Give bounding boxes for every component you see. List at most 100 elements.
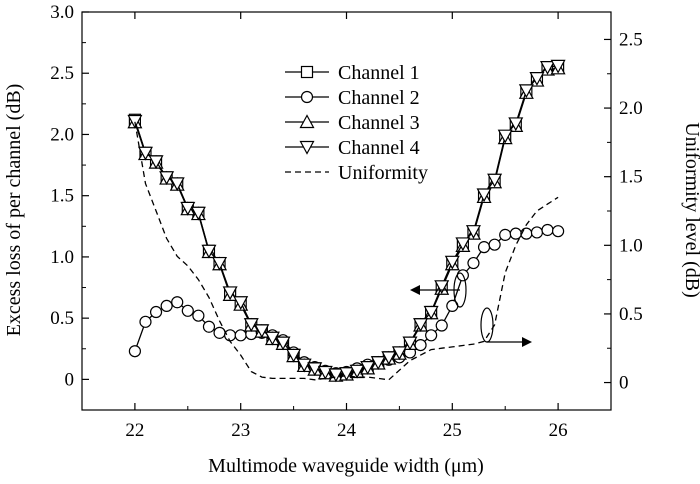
data-point — [499, 228, 512, 241]
data-point — [243, 318, 259, 333]
data-point — [190, 206, 206, 221]
data-point — [169, 177, 185, 192]
left-tick-label: 2.5 — [50, 63, 74, 84]
series-channel-3 — [127, 60, 566, 382]
data-point — [180, 201, 196, 216]
data-point — [128, 345, 141, 358]
series-channel-2 — [128, 223, 565, 380]
legend-item: Channel 2 — [285, 87, 420, 109]
data-point — [497, 129, 513, 144]
right-tick-label: 1.5 — [619, 167, 643, 188]
legend-marker — [299, 140, 315, 155]
data-point — [286, 348, 302, 363]
right-tick-label: 0.5 — [619, 304, 643, 325]
data-point — [488, 238, 501, 251]
x-tick-label: 24 — [337, 420, 357, 441]
data-point — [201, 244, 217, 259]
data-point — [222, 286, 238, 301]
data-point — [296, 358, 312, 373]
legend-label: Channel 4 — [338, 137, 420, 159]
data-point — [148, 155, 164, 170]
data-point — [360, 361, 376, 375]
data-point — [529, 72, 545, 86]
left-tick-label: 0 — [65, 369, 75, 390]
data-point — [476, 188, 492, 203]
legend-marker — [299, 114, 315, 129]
data-point — [508, 117, 524, 132]
data-point — [465, 225, 481, 239]
data-point — [212, 256, 228, 271]
data-point — [509, 227, 522, 240]
right-tick-label: 1.0 — [619, 235, 643, 256]
data-point — [181, 304, 194, 317]
series-uniformity — [134, 121, 559, 381]
data-point — [370, 356, 386, 370]
series-line — [134, 229, 559, 374]
legend-item: Channel 1 — [285, 62, 420, 84]
legend: Channel 1 Channel 2 Channel 3 Channel 4 Unif… — [285, 62, 428, 184]
data-point — [149, 305, 163, 319]
data-point — [444, 255, 460, 270]
right-axis-label: Uniformity level (dB) — [681, 122, 700, 298]
data-point — [264, 331, 280, 346]
legend-label: Channel 3 — [338, 112, 420, 134]
axis-indicators — [410, 272, 532, 347]
legend-label: Channel 2 — [338, 87, 420, 109]
data-point — [160, 299, 173, 313]
data-point — [467, 256, 480, 270]
data-point — [530, 226, 544, 239]
data-point — [550, 59, 566, 74]
series-channel-4 — [127, 59, 566, 383]
data-point — [224, 329, 237, 342]
data-point — [413, 318, 429, 333]
legend-label: Uniformity — [338, 162, 428, 184]
legend-marker — [300, 90, 314, 104]
series-line — [134, 121, 559, 381]
x-tick-label: 26 — [549, 420, 568, 441]
data-point — [425, 329, 438, 342]
data-point — [455, 237, 471, 252]
left-axis-ticks: 0 0.5 1.0 1.5 2.0 2.5 3.0 — [50, 2, 89, 390]
data-point — [171, 296, 184, 309]
data-point — [487, 173, 503, 188]
data-point — [423, 305, 439, 320]
data-point — [307, 362, 323, 377]
x-tick-label: 25 — [443, 420, 462, 441]
left-tick-label: 3.0 — [50, 2, 74, 23]
legend-item: Uniformity — [285, 162, 428, 184]
x-axis-label: Multimode waveguide width (μm) — [208, 455, 484, 477]
left-arrowhead-icon — [410, 285, 420, 295]
data-point — [202, 320, 216, 333]
x-axis-ticks: 22 23 24 25 26 — [81, 12, 612, 441]
left-tick-label: 1.0 — [50, 247, 74, 268]
data-point — [127, 114, 143, 129]
data-point — [391, 346, 407, 361]
right-axis-ticks: 0 0.5 1.0 1.5 2.0 2.5 — [604, 29, 643, 394]
right-tick-label: 2.5 — [619, 29, 643, 50]
right-tick-label: 2.0 — [619, 98, 643, 119]
data-point — [540, 61, 556, 75]
data-point — [137, 146, 153, 161]
data-point — [434, 280, 450, 295]
data-point — [328, 368, 344, 383]
data-point — [159, 171, 175, 186]
data-point — [192, 309, 205, 322]
legend-label: Channel 1 — [338, 62, 420, 84]
legend-item: Channel 4 — [285, 137, 420, 159]
x-tick-label: 23 — [231, 420, 250, 441]
data-point — [402, 336, 418, 351]
data-point — [435, 319, 448, 332]
data-point — [139, 315, 152, 328]
right-arrowhead-icon — [522, 337, 532, 347]
data-point — [551, 225, 565, 238]
data-point — [477, 241, 491, 254]
data-point — [213, 326, 226, 339]
left-tick-label: 2.0 — [50, 124, 74, 145]
series-layer — [127, 59, 566, 383]
data-point — [381, 351, 397, 366]
data-point — [254, 324, 270, 339]
data-point — [414, 338, 427, 352]
data-point — [317, 365, 333, 380]
data-point — [338, 367, 355, 382]
